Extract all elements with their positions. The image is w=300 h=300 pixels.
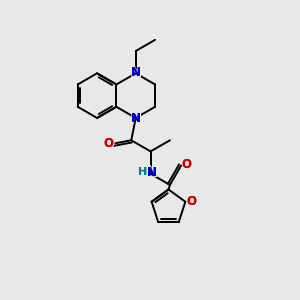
Text: N: N bbox=[130, 111, 142, 126]
Text: N: N bbox=[146, 165, 158, 180]
Text: O: O bbox=[103, 137, 113, 150]
Text: N: N bbox=[131, 66, 141, 79]
Text: N: N bbox=[131, 112, 141, 125]
Text: O: O bbox=[181, 158, 191, 171]
Text: O: O bbox=[186, 195, 196, 208]
Text: H: H bbox=[138, 167, 147, 177]
Text: H: H bbox=[136, 165, 149, 180]
Text: N: N bbox=[131, 112, 141, 125]
Text: O: O bbox=[180, 157, 193, 172]
Text: N: N bbox=[147, 166, 157, 179]
Text: N: N bbox=[130, 65, 142, 80]
Text: O: O bbox=[103, 137, 113, 150]
Text: O: O bbox=[102, 136, 115, 151]
Text: O: O bbox=[186, 195, 196, 208]
Text: H: H bbox=[138, 167, 147, 177]
Text: O: O bbox=[181, 158, 191, 171]
Text: O: O bbox=[185, 194, 197, 209]
Text: N: N bbox=[147, 166, 157, 179]
Text: N: N bbox=[131, 66, 141, 79]
